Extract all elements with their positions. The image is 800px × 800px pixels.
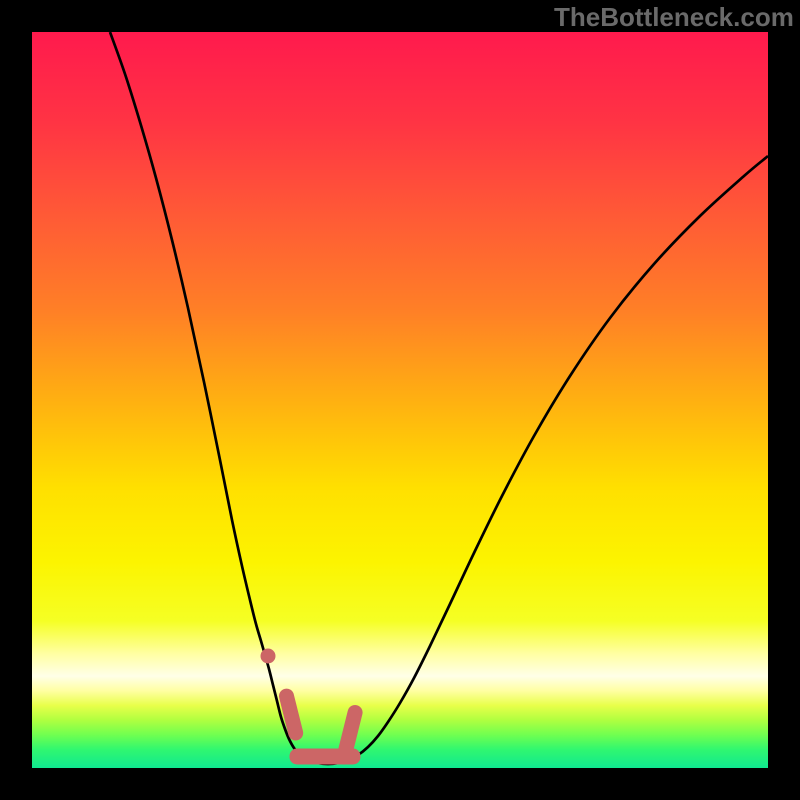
watermark-text: TheBottleneck.com [554, 2, 794, 33]
gradient-background [32, 32, 768, 768]
plot-area [32, 32, 768, 768]
highlight-marker [261, 649, 275, 663]
chart-stage [0, 0, 800, 800]
